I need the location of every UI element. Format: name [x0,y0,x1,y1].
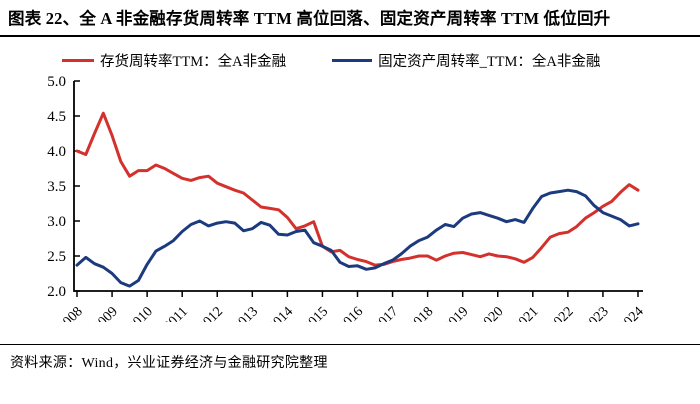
x-axis-tick-label: 2016 [336,304,366,322]
title-divider [0,35,700,37]
x-axis-tick-label: 2009 [90,304,120,322]
x-axis-tick-label: 2024 [616,304,646,322]
y-axis-tick-label: 3.0 [47,214,66,230]
x-axis-tick-label: 2020 [476,304,506,322]
figure-title: 图表 22、全 A 非金融存货周转率 TTM 高位回落、固定资产周转率 TTM … [8,9,611,28]
x-axis-tick-label: 2021 [511,304,541,322]
x-axis-tick-label: 2012 [196,304,226,322]
y-axis-tick-label: 4.5 [47,109,66,125]
series-line-fixed-asset-turnover [75,188,640,288]
x-axis-tick-label: 2008 [55,304,85,322]
x-axis-tick-label: 2022 [546,304,576,322]
series-line-inventory-turnover [75,111,640,267]
x-axis-tick-label: 2014 [266,304,296,322]
legend-item-fixed-asset-turnover: 固定资产周转率_TTM：全A非金融 [332,50,600,71]
x-axis-tick-label: 2010 [126,304,156,322]
x-axis-tick-label: 2017 [371,304,401,322]
y-axis-tick-label: 5.0 [47,74,66,90]
y-axis-tick-label: 2.0 [47,284,66,300]
legend-label-inventory-turnover: 存货周转率TTM：全A非金融 [100,54,287,70]
chart-legend: 存货周转率TTM：全A非金融 固定资产周转率_TTM：全A非金融 [62,50,700,71]
y-axis-tick-label: 2.5 [47,249,66,265]
x-axis-tick-label: 2013 [231,304,261,322]
x-axis-tick-label: 2018 [406,304,436,322]
x-axis-tick-label: 2019 [441,304,471,322]
legend-line-swatch-blue [332,58,373,63]
x-axis-tick-label: 2015 [301,304,331,322]
footer-divider [0,344,700,345]
y-axis-tick-label: 4.0 [47,144,66,160]
x-axis-tick-label: 2023 [581,304,611,322]
source-note: 资料来源：Wind，兴业证券经济与金融研究院整理 [10,356,328,371]
turnover-line-chart: 5.0 4.5 4.0 3.5 3.0 2.5 2.0 2008 2009 2010 2011 201… [47,74,647,322]
y-axis-tick-label: 3.5 [47,179,66,195]
legend-label-fixed-asset-turnover: 固定资产周转率_TTM：全A非金融 [378,54,601,70]
legend-line-swatch-red [62,58,94,63]
legend-item-inventory-turnover: 存货周转率TTM：全A非金融 [62,50,286,71]
x-axis-tick-label: 2011 [161,304,191,322]
